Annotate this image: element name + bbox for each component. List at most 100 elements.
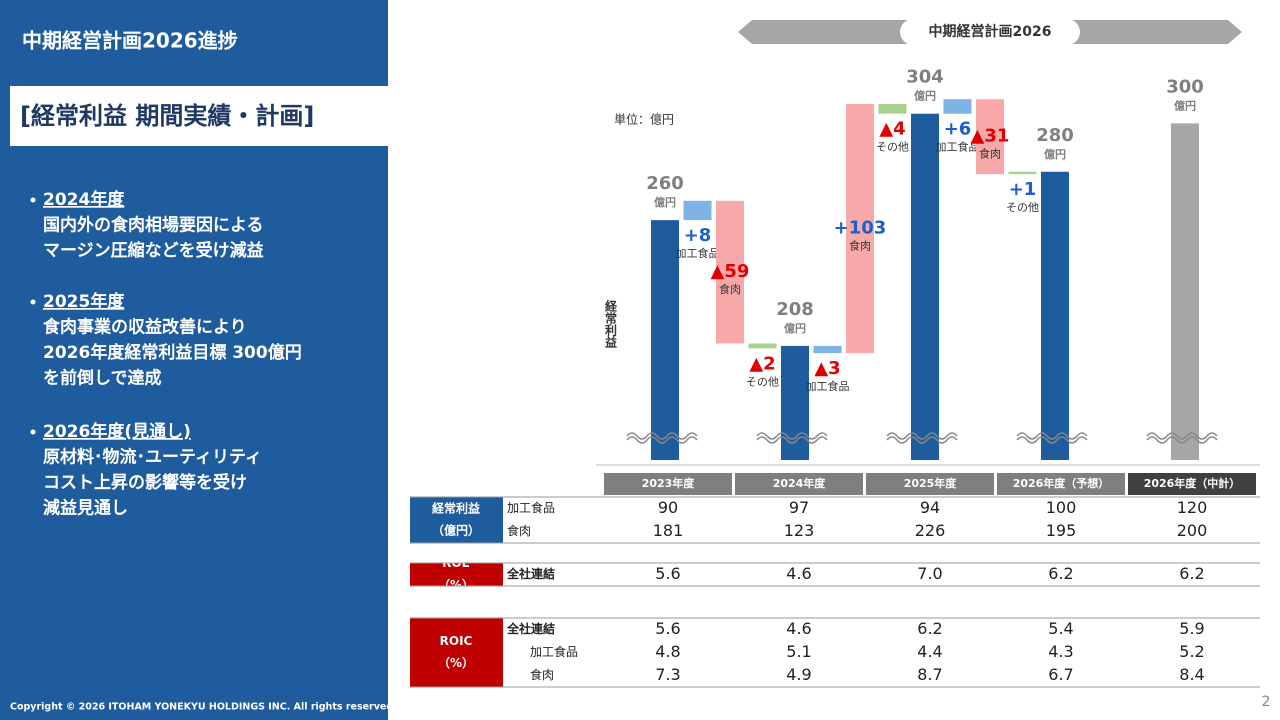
bullet-line: を前倒しで達成 [43, 368, 162, 389]
delta-label: +8 [684, 225, 712, 246]
delta-category: 加工食品 [676, 246, 720, 260]
table-cell: 6.2 [1048, 564, 1073, 583]
row-label: 全社連結 [506, 621, 555, 636]
panel-title: 中期経営計画2026進捗 [22, 29, 238, 53]
total-label: 304 [906, 67, 944, 88]
table-cell: 97 [789, 498, 809, 517]
bullet-line: 食肉事業の収益改善により [43, 317, 247, 338]
total-bar [781, 345, 809, 460]
subtitle-box [10, 86, 388, 146]
table-cell: 4.6 [786, 619, 811, 638]
total-bar [651, 220, 679, 460]
delta-category: その他 [746, 375, 779, 388]
table-cell: 90 [658, 498, 678, 517]
delta-category: その他 [876, 141, 909, 154]
table-cell: 5.6 [655, 564, 680, 583]
bullet-line: コスト上昇の影響等を受け [43, 472, 247, 493]
column-header: 2026年度（中計） [1144, 476, 1241, 490]
delta-label: ▲31 [971, 126, 1010, 147]
delta-bar [813, 345, 842, 354]
delta-bar [846, 104, 874, 354]
axis-break [626, 432, 698, 444]
column-header: 2025年度 [904, 476, 958, 490]
delta-label: +6 [944, 119, 972, 140]
delta-bar [748, 343, 777, 349]
axis-break [1016, 432, 1088, 444]
table-cell: 4.8 [655, 642, 680, 661]
bullet-line: 国内外の食肉相場要因による [43, 215, 264, 236]
total-unit: 億円 [784, 321, 806, 335]
total-unit: 億円 [1044, 147, 1066, 161]
total-label: 280 [1036, 125, 1074, 146]
table-cell: 5.6 [655, 619, 680, 638]
bullet-heading: 2024年度 [43, 189, 125, 210]
delta-label: ▲3 [814, 358, 840, 379]
total-bar [911, 113, 939, 460]
row-label: 全社連結 [506, 566, 555, 581]
column-header: 2024年度 [773, 476, 827, 490]
delta-bar [878, 104, 907, 114]
table-cell: 5.1 [786, 642, 811, 661]
table-cell: 4.9 [786, 665, 811, 684]
delta-label: ▲59 [711, 261, 750, 282]
delta-category: その他 [1006, 201, 1039, 214]
table-cell: 6.7 [1048, 665, 1073, 684]
row-label: 食肉 [530, 667, 554, 682]
table-cell: 120 [1177, 498, 1208, 517]
section-label-bg [410, 563, 503, 586]
section-label: （億円） [432, 523, 480, 538]
table-cell: 6.2 [917, 619, 942, 638]
banner-pill [900, 19, 1080, 45]
banner: 中期経営計画2026 [929, 23, 1052, 40]
delta-label: +1 [1009, 179, 1037, 200]
column-header-bg [1128, 473, 1256, 495]
total-unit: 億円 [1174, 98, 1196, 112]
section-label: （%） [438, 577, 474, 592]
table-cell: 4.3 [1048, 642, 1073, 661]
bullet-dot [30, 197, 36, 203]
table-cell: 8.4 [1179, 665, 1204, 684]
delta-bar [943, 99, 972, 114]
delta-category: 加工食品 [806, 379, 850, 393]
table-cell: 7.0 [917, 564, 942, 583]
delta-label: +103 [834, 218, 887, 239]
column-header-bg [604, 473, 732, 495]
delta-bar [683, 200, 712, 221]
delta-label: ▲4 [879, 119, 905, 140]
unit-note: 単位：億円 [614, 112, 674, 127]
row-label: 加工食品 [507, 500, 555, 515]
total-unit: 億円 [914, 89, 936, 103]
section-label: 経常利益 [432, 501, 480, 516]
section-label-bg [410, 618, 503, 687]
bullet-dot [30, 299, 36, 305]
table-cell: 8.7 [917, 665, 942, 684]
bullet-line: 2026年度経常利益目標 300億円 [43, 342, 302, 363]
delta-category: 食肉 [979, 147, 1001, 161]
table-cell: 181 [653, 521, 684, 540]
bullet-heading: 2025年度 [43, 291, 125, 312]
table-cell: 5.9 [1179, 619, 1204, 638]
table-cell: 6.2 [1179, 564, 1204, 583]
table-cell: 5.2 [1179, 642, 1204, 661]
row-label: 加工食品 [530, 644, 578, 659]
delta-category: 加工食品 [936, 140, 980, 154]
table-cell: 4.4 [917, 642, 942, 661]
panel-subtitle: [経常利益 期間実績・計画] [20, 102, 314, 130]
total-label: 300 [1166, 76, 1204, 97]
total-unit: 億円 [654, 195, 676, 209]
bullet-heading: 2026年度(見通し) [43, 421, 191, 442]
bullet-line: マージン圧縮などを受け減益 [43, 240, 264, 261]
section-label: （%） [438, 655, 474, 670]
table-cell: 100 [1046, 498, 1077, 517]
column-header: 2026年度（予想） [1013, 476, 1110, 490]
delta-bar [1008, 171, 1037, 175]
delta-bar [716, 200, 744, 344]
total-label: 208 [776, 299, 814, 320]
total-label: 260 [646, 173, 684, 194]
section-label-bg [410, 497, 503, 543]
row-label: 食肉 [507, 523, 531, 538]
column-header-bg [735, 473, 863, 495]
section-label: ROIC [440, 634, 473, 648]
table-cell: 5.4 [1048, 619, 1073, 638]
